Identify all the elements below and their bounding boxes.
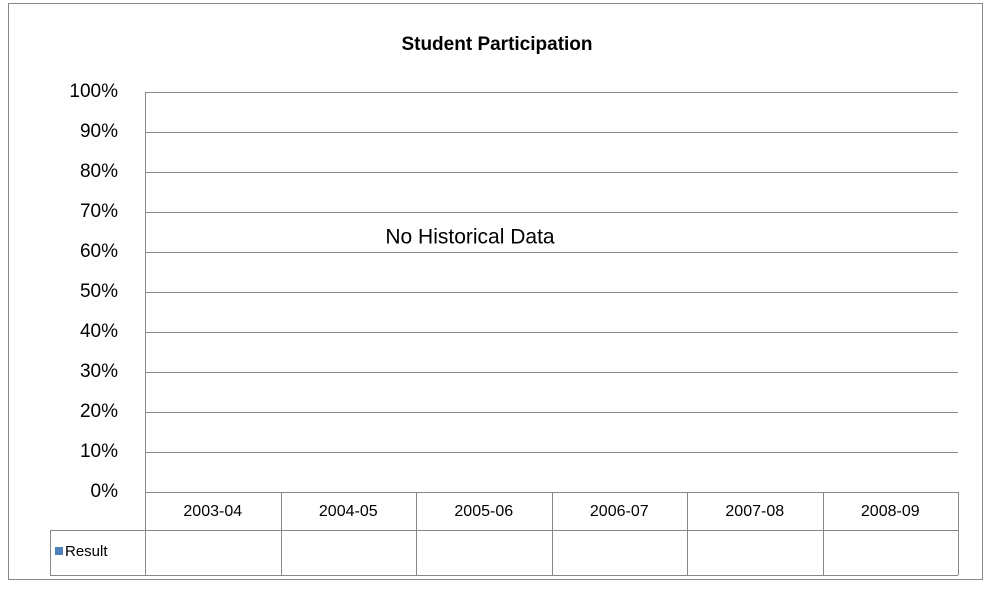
x-tick-label: 2006-07 <box>590 503 649 520</box>
legend-label: Result <box>65 543 108 560</box>
y-tick-label: 40% <box>80 321 118 342</box>
x-tick-label: 2003-04 <box>183 503 242 520</box>
legend-swatch <box>55 547 63 555</box>
y-tick-label: 100% <box>69 81 118 102</box>
x-tick-label: 2007-08 <box>725 503 784 520</box>
y-tick-label: 20% <box>80 401 118 422</box>
y-tick-label: 60% <box>80 241 118 262</box>
annotation: No Historical Data <box>385 226 555 249</box>
y-tick-label: 30% <box>80 361 118 382</box>
x-tick-label: 2004-05 <box>319 503 378 520</box>
y-tick-label: 0% <box>91 481 119 502</box>
y-tick-label: 80% <box>80 161 118 182</box>
y-tick-label: 50% <box>80 281 118 302</box>
x-tick-label: 2008-09 <box>861 503 920 520</box>
y-tick-label: 70% <box>80 201 118 222</box>
y-tick-label: 10% <box>80 441 118 462</box>
chart-border <box>8 3 983 580</box>
chart-title: Student Participation <box>401 34 592 55</box>
x-tick-label: 2005-06 <box>454 503 513 520</box>
y-tick-label: 90% <box>80 121 118 142</box>
